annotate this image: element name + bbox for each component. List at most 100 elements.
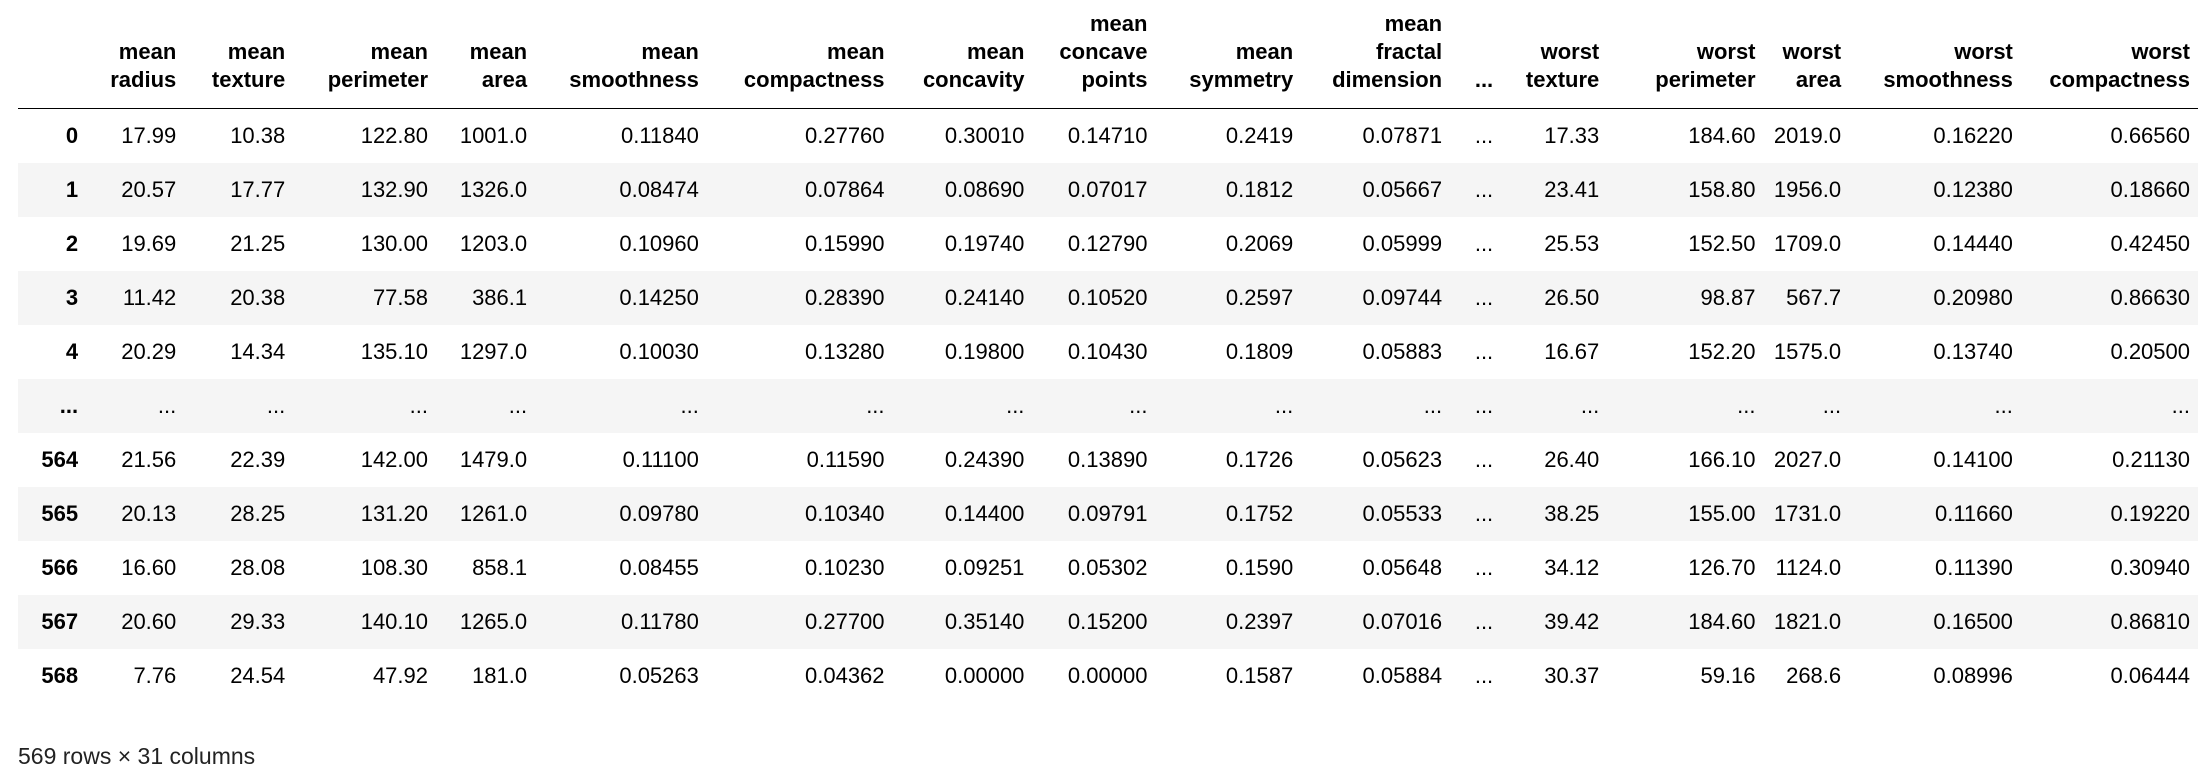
row-index: 3 <box>65 285 79 310</box>
column-header-text: worst texture <box>1525 39 1600 92</box>
cell: 0.10430 <box>1067 339 1148 364</box>
cell: 0.14440 <box>1933 231 2013 256</box>
cell: 17.33 <box>1544 123 1600 148</box>
cell: 152.20 <box>1688 339 1756 364</box>
cell: 0.10340 <box>805 501 885 526</box>
cell: 0.35140 <box>944 609 1025 634</box>
cell: 17.77 <box>230 177 286 202</box>
cell: 20.29 <box>121 339 177 364</box>
cell: 0.19220 <box>2110 501 2190 526</box>
table-row: 1 20.57 17.77 132.90 1326.0 0.08474 0.07864 0.0… <box>18 163 2198 217</box>
cell: ... <box>1822 393 1842 418</box>
table-row: 565 20.13 28.25 131.20 1261.0 0.09780 0.10340 0… <box>18 487 2198 541</box>
column-header: mean area <box>436 0 536 109</box>
cell: 0.11780 <box>620 609 699 634</box>
cell: 28.25 <box>230 501 286 526</box>
cell: 0.19800 <box>944 339 1025 364</box>
cell: 858.1 <box>472 555 528 580</box>
cell: 0.05999 <box>1362 231 1443 256</box>
cell: 0.1590 <box>1225 555 1294 580</box>
cell: 131.20 <box>360 501 428 526</box>
cell: 1575.0 <box>1773 339 1842 364</box>
cell: 1326.0 <box>459 177 528 202</box>
row-index: 565 <box>41 501 79 526</box>
cell: 0.14250 <box>619 285 699 310</box>
column-header-text: ... <box>1474 67 1494 92</box>
cell: ... <box>1474 501 1494 526</box>
cell: 0.14710 <box>1067 123 1148 148</box>
cell: 0.27760 <box>805 123 885 148</box>
cell: ... <box>1474 339 1494 364</box>
column-header: worst smoothness <box>1849 0 2021 109</box>
column-header-text: mean texture <box>211 39 286 92</box>
cell: 268.6 <box>1786 663 1842 688</box>
cell: ... <box>1474 663 1494 688</box>
table-row: 2 19.69 21.25 130.00 1203.0 0.10960 0.15990 0.1… <box>18 217 2198 271</box>
table-body: 0 17.99 10.38 122.80 1001.0 0.11840 0.27760 0.3… <box>18 109 2198 704</box>
column-header-text: worst compactness <box>2049 39 2191 92</box>
row-index: 4 <box>65 339 79 364</box>
row-index: 0 <box>65 123 79 148</box>
cell: 7.76 <box>133 663 177 688</box>
cell: 20.57 <box>121 177 177 202</box>
cell: 0.00000 <box>944 663 1025 688</box>
cell: 0.11390 <box>1934 555 2013 580</box>
column-header-text: mean radius <box>110 39 177 92</box>
cell: 25.53 <box>1544 231 1600 256</box>
cell: 0.10960 <box>619 231 699 256</box>
cell: 39.42 <box>1544 609 1600 634</box>
column-header: mean symmetry <box>1155 0 1302 109</box>
column-header-text: mean concavity <box>922 39 1025 92</box>
cell: 0.86810 <box>2110 609 2190 634</box>
cell: 0.05533 <box>1362 501 1443 526</box>
column-header: mean perimeter <box>293 0 436 109</box>
column-header-text: worst perimeter <box>1655 39 1756 92</box>
cell: ... <box>1006 393 1025 418</box>
cell: ... <box>866 393 885 418</box>
cell: 0.10520 <box>1067 285 1148 310</box>
cell: 19.69 <box>121 231 177 256</box>
cell: 10.38 <box>230 123 286 148</box>
cell: ... <box>1129 393 1148 418</box>
cell: 0.13740 <box>1933 339 2013 364</box>
index-header <box>18 0 87 109</box>
column-header-text: worst smoothness <box>1883 39 2013 92</box>
cell: ... <box>680 393 699 418</box>
column-header-text: mean concave points <box>1059 11 1148 92</box>
cell: 0.09780 <box>619 501 699 526</box>
cell: 0.05883 <box>1362 339 1443 364</box>
cell: 0.13890 <box>1067 447 1148 472</box>
column-header: mean radius <box>86 0 185 109</box>
cell: ... <box>1474 123 1494 148</box>
column-header-text: mean fractal dimension <box>1332 11 1443 92</box>
cell: 0.07871 <box>1362 123 1443 148</box>
table-row: 567 20.60 29.33 140.10 1265.0 0.11780 0.27700 0… <box>18 595 2198 649</box>
cell: 2019.0 <box>1773 123 1842 148</box>
cell: 1821.0 <box>1773 609 1842 634</box>
cell: 0.04362 <box>805 663 885 688</box>
cell: ... <box>1474 285 1494 310</box>
cell: 108.30 <box>360 555 428 580</box>
cell: 0.06444 <box>2110 663 2190 688</box>
cell: 1203.0 <box>459 231 528 256</box>
cell: ... <box>1580 393 1600 418</box>
cell: 24.54 <box>230 663 286 688</box>
cell: 0.30010 <box>944 123 1025 148</box>
header-row: mean radius mean texture mean perimeter mea… <box>18 0 2198 109</box>
cell: 30.37 <box>1544 663 1600 688</box>
cell: ... <box>1423 393 1443 418</box>
cell: ... <box>1274 393 1294 418</box>
cell: 1261.0 <box>459 501 528 526</box>
row-count: 569 rows × 31 columns <box>18 743 256 769</box>
row-index: ... <box>59 393 79 418</box>
cell: 0.24140 <box>944 285 1025 310</box>
cell: 26.50 <box>1544 285 1600 310</box>
column-header-text: mean symmetry <box>1189 39 1294 92</box>
cell: 0.21130 <box>2112 447 2190 472</box>
column-header-text: worst area <box>1782 39 1842 92</box>
cell: 0.27700 <box>805 609 885 634</box>
cell: 181.0 <box>472 663 528 688</box>
cell: ... <box>508 393 528 418</box>
table-header: mean radius mean texture mean perimeter mea… <box>18 0 2198 109</box>
table-row: 566 16.60 28.08 108.30 858.1 0.08455 0.10230 0.… <box>18 541 2198 595</box>
